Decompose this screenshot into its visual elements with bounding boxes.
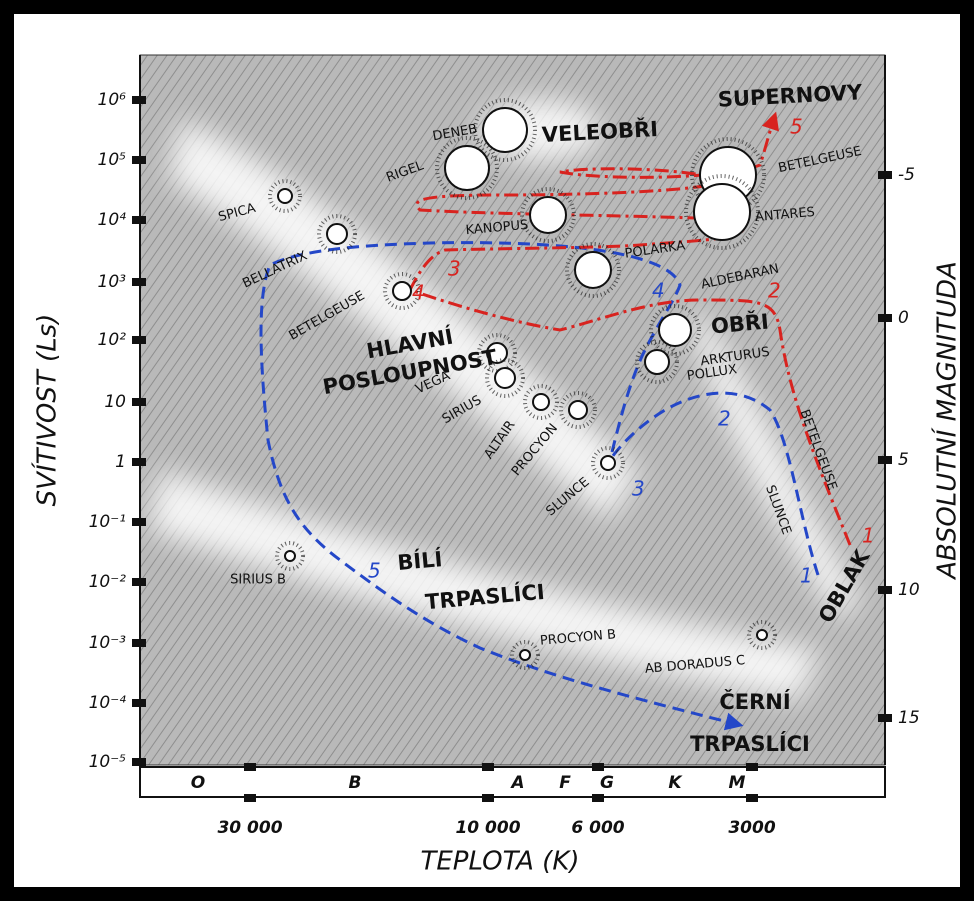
y-left-tick-label: 10⁵ <box>98 150 127 170</box>
star <box>393 282 411 300</box>
sun-step: 3 <box>632 477 645 501</box>
region-label: OBŘI <box>710 309 770 339</box>
betelgeuse-step: 1 <box>862 524 875 548</box>
region-label: BÍLÍ <box>396 546 443 575</box>
tick-mark <box>132 699 146 707</box>
tick-mark <box>132 639 146 647</box>
spectral-class: O <box>191 773 205 793</box>
y-right-axis-title: ABSOLUTNÍ MAGNITUDA <box>931 261 963 581</box>
star <box>575 252 611 288</box>
spectral-class: A <box>509 773 524 793</box>
tick-mark <box>132 156 146 164</box>
betelgeuse-step: 5 <box>790 115 803 139</box>
tick-mark <box>746 763 758 771</box>
betelgeuse-step: 4 <box>412 281 425 305</box>
y-right-tick-label: 10 <box>898 580 920 600</box>
spectral-class: K <box>668 773 683 793</box>
hr-diagram: 10⁶10⁵10⁴10³10²10110⁻¹10⁻²10⁻³10⁻⁴10⁻⁵-5… <box>0 0 974 901</box>
star <box>659 314 691 346</box>
tick-mark <box>244 794 256 802</box>
tick-mark <box>878 456 892 464</box>
y-left-tick-label: 10² <box>98 330 127 350</box>
y-right-tick-label: 0 <box>898 308 909 328</box>
region-label: ČERNÍ <box>719 689 791 714</box>
x-tick-label: 3000 <box>728 818 775 838</box>
tick-mark <box>746 794 758 802</box>
tick-mark <box>482 763 494 771</box>
tick-mark <box>132 578 146 586</box>
tick-mark <box>132 216 146 224</box>
y-right-tick-label: 5 <box>898 450 909 470</box>
x-tick-label: 30 000 <box>217 818 282 838</box>
tick-mark <box>132 458 146 466</box>
star <box>495 368 515 388</box>
tick-mark <box>592 763 604 771</box>
star <box>645 350 669 374</box>
tick-mark <box>482 794 494 802</box>
y-left-tick-label: 10⁻⁵ <box>89 752 127 772</box>
y-left-axis-title: SVÍTIVOST (Ls) <box>31 314 63 507</box>
star <box>327 224 347 244</box>
y-left-tick-label: 10 <box>104 392 126 412</box>
star <box>569 401 587 419</box>
y-left-tick-label: 10⁻² <box>89 572 127 592</box>
star <box>520 650 530 660</box>
sun-step: 1 <box>800 564 813 588</box>
star <box>533 394 549 410</box>
x-axis-title: TEPLOTA (K) <box>420 847 579 877</box>
tick-mark <box>132 96 146 104</box>
x-tick-label: 6 000 <box>571 818 624 838</box>
spectral-class: M <box>729 773 746 793</box>
x-tick-label: 10 000 <box>455 818 520 838</box>
tick-mark <box>132 336 146 344</box>
y-left-tick-label: 10⁻³ <box>89 633 127 653</box>
tick-mark <box>878 314 892 322</box>
tick-mark <box>132 518 146 526</box>
tick-mark <box>132 278 146 286</box>
spectral-class: B <box>349 773 362 793</box>
y-right-tick-label: 15 <box>898 708 920 728</box>
star <box>278 189 292 203</box>
y-right-tick-label: -5 <box>898 165 915 185</box>
betelgeuse-step: 3 <box>448 257 461 281</box>
tick-mark <box>878 171 892 179</box>
tick-mark <box>878 586 892 594</box>
star <box>530 197 566 233</box>
spectral-class: F <box>559 773 571 793</box>
tick-mark <box>244 763 256 771</box>
star <box>601 456 615 470</box>
sun-step: 2 <box>718 407 731 431</box>
sun-step: 4 <box>652 279 665 303</box>
star <box>757 630 767 640</box>
y-left-tick-label: 10⁻⁴ <box>89 693 127 713</box>
sun-step: 5 <box>368 559 381 583</box>
star-label: SIRIUS B <box>230 573 286 588</box>
tick-mark <box>592 794 604 802</box>
tick-mark <box>132 758 146 766</box>
y-left-tick-label: 10⁶ <box>98 90 127 110</box>
betelgeuse-step: 2 <box>768 279 781 303</box>
y-left-tick-label: 10³ <box>98 272 127 292</box>
spectral-class: G <box>600 773 614 793</box>
region-label: TRPASLÍCI <box>690 731 810 756</box>
y-left-tick-label: 10⁴ <box>98 210 127 230</box>
star <box>694 184 750 240</box>
star <box>285 551 295 561</box>
tick-mark <box>878 714 892 722</box>
star <box>445 146 489 190</box>
y-left-tick-label: 1 <box>115 452 126 472</box>
tick-mark <box>132 398 146 406</box>
y-left-tick-label: 10⁻¹ <box>89 512 126 532</box>
